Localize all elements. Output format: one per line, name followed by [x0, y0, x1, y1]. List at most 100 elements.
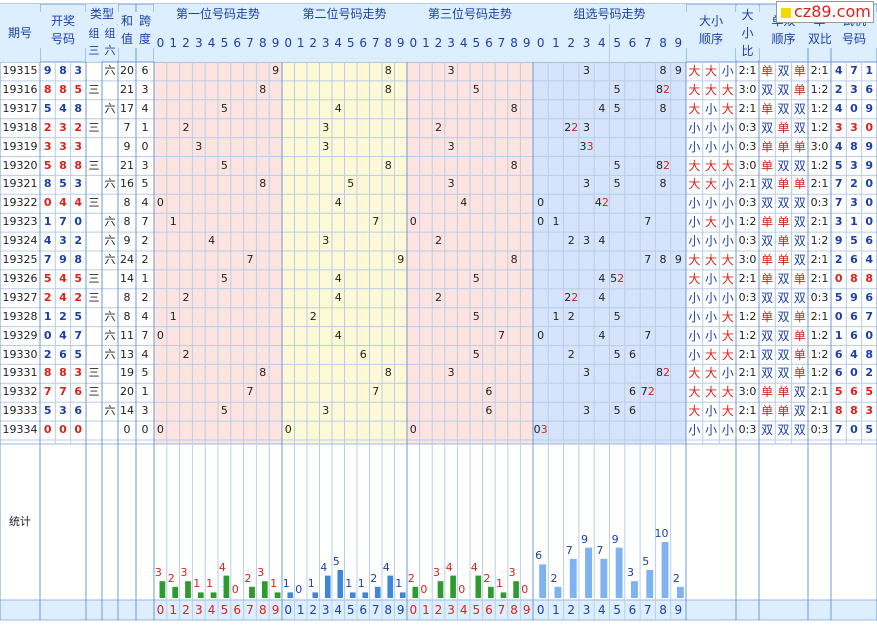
row-p3-mark: 7 [497, 328, 505, 342]
axis-digit-g-7: 7 [643, 603, 652, 617]
row-trial-digit: 6 [834, 366, 843, 380]
stat-bar-g-5 [615, 547, 623, 598]
row-size-seq: 大 [705, 253, 718, 267]
row-draw-digit: 5 [43, 271, 52, 285]
header-zu3-1: 组 [87, 25, 101, 43]
header-size-ratio-1: 大 [736, 6, 759, 24]
row-p1-mark: 7 [246, 253, 254, 266]
row-sum: 19 [120, 366, 134, 380]
group-digit: 8 [659, 177, 667, 191]
axis-digit-p2-7: 7 [371, 603, 380, 617]
group-digit: 3 [583, 366, 591, 380]
row-issue: 19321 [2, 177, 38, 191]
row-sum: 0 [123, 423, 131, 437]
row-size-seq: 小 [721, 366, 734, 381]
row-sum: 11 [120, 328, 134, 342]
stat-bar-p2-4 [337, 570, 344, 598]
row-odd-ratio: 1:2 [810, 158, 829, 172]
row-type-zu6: 六 [104, 101, 116, 115]
row-p1-mark: 1 [169, 215, 177, 229]
row-trial-digit: 8 [865, 347, 874, 361]
row-draw-digit: 3 [59, 120, 67, 134]
row-trial-digit: 1 [834, 328, 843, 342]
site-logo[interactable]: cz89.com [776, 1, 874, 23]
row-span: 5 [141, 366, 149, 380]
row-type-zu6: 六 [104, 253, 116, 266]
row-draw-digit: 8 [74, 101, 83, 115]
stat-bar-label: 1 [282, 577, 290, 591]
stat-bar-label: 3 [508, 566, 516, 580]
row-size-ratio: 1:2 [738, 309, 757, 323]
row-p1-mark: 9 [272, 64, 280, 77]
row-group-mark: 52 [610, 270, 625, 289]
row-odd-seq: 单 [793, 139, 806, 154]
row-odd-seq: 双 [793, 404, 806, 419]
row-group-mark: 8 [655, 62, 670, 81]
row-group-mark: 33 [579, 138, 594, 157]
header-odd-seq-2: 顺序 [759, 30, 808, 48]
row-size-seq: 大 [721, 328, 734, 343]
stat-bar-label: 9 [611, 532, 619, 546]
row-span: 4 [141, 101, 149, 115]
axis-digit-p1-7: 7 [246, 603, 254, 617]
row-draw-digit: 8 [43, 366, 52, 380]
row-size-ratio: 2:1 [738, 404, 757, 418]
row-odd-seq: 双 [777, 158, 790, 173]
row-trial-digit: 5 [834, 290, 843, 304]
row-size-seq: 大 [688, 366, 701, 381]
group-digit: 2 [567, 309, 575, 323]
row-size-seq: 小 [688, 234, 701, 249]
row-size-seq: 小 [688, 215, 701, 230]
row-p3-mark: 5 [472, 347, 480, 361]
row-size-seq: 大 [688, 177, 701, 192]
row-span: 4 [141, 196, 149, 210]
group-digit: 1 [552, 215, 560, 229]
row-group-mark: 7 [640, 327, 655, 346]
header-digit-p2-5: 5 [344, 24, 357, 62]
group-digit: 5 [613, 404, 621, 418]
row-trial-digit: 0 [865, 177, 874, 191]
header-digit-p1-0: 0 [154, 24, 167, 62]
row-odd-ratio: 2:1 [810, 404, 829, 418]
row-trial-digit: 6 [850, 328, 858, 342]
row-draw-digit: 5 [43, 101, 52, 115]
axis-digit-p1-0: 0 [156, 603, 165, 617]
stat-bar-p3-6 [488, 586, 494, 598]
row-size-ratio: 3:0 [738, 82, 757, 96]
row-group-mark: 4 [594, 327, 609, 346]
header-issue: 期号 [0, 4, 40, 62]
stat-bar-label: 2 [244, 571, 252, 585]
group-digit: 5 [613, 82, 621, 96]
stat-bar-label: 1 [270, 577, 278, 591]
row-group-mark: 03 [533, 421, 548, 440]
row-sum: 7 [123, 120, 131, 134]
row-trial-digit: 4 [865, 253, 874, 266]
row-size-seq: 小 [721, 215, 734, 230]
stat-bar-label: 4 [470, 560, 478, 574]
stat-bar-label: 3 [433, 566, 440, 580]
row-size-seq: 小 [688, 139, 701, 154]
row-odd-ratio: 2:1 [810, 215, 829, 229]
row-p2-mark: 4 [334, 196, 342, 210]
row-issue: 19326 [2, 271, 38, 285]
row-group-mark: 1 [548, 308, 563, 327]
row-p1-mark: 0 [156, 423, 164, 437]
row-trial-digit: 5 [850, 234, 858, 248]
group-digit: 8 [659, 64, 667, 77]
row-span: 3 [141, 82, 149, 96]
row-p1-mark: 3 [195, 139, 203, 153]
row-size-seq: 小 [688, 290, 701, 305]
row-group-mark: 2 [564, 346, 579, 365]
header-digit-g-7: 7 [640, 24, 656, 62]
row-trial-digit: 2 [850, 177, 858, 191]
row-issue: 19323 [2, 215, 38, 229]
header-digit-p1-8: 8 [256, 24, 270, 62]
stat-bar-label: 1 [496, 577, 503, 591]
row-group-mark: 0 [533, 213, 548, 232]
stat-bar-p2-8 [387, 575, 394, 598]
group-repeat-count: 2 [571, 290, 579, 304]
row-group-mark: 7 [640, 213, 655, 232]
row-issue: 19322 [2, 196, 38, 210]
row-trial-digit: 6 [865, 290, 874, 304]
row-draw-digit: 2 [74, 120, 83, 134]
